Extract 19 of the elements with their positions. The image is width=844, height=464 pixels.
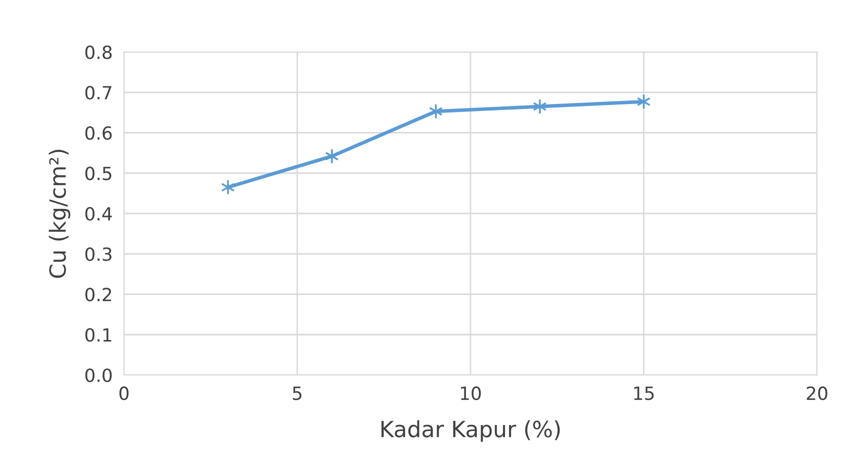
y-tick-label: 0.3 (85, 247, 112, 261)
x-tick-label: 5 (292, 386, 302, 400)
x-axis-title: Kadar Kapur (%) (381, 420, 560, 442)
y-tick-label: 0.8 (85, 45, 112, 60)
y-tick-label: 0.0 (85, 368, 112, 382)
point (324, 148, 339, 164)
x-tick-label: 15 (634, 386, 654, 400)
y-tick-label: 0.7 (85, 86, 112, 100)
x-tick-label: 20 (806, 386, 828, 400)
x-tick-label: 10 (460, 386, 481, 400)
point (221, 179, 235, 196)
y-tick-label: 0.2 (85, 288, 112, 302)
y-tick-label: 0.5 (85, 166, 112, 180)
point (428, 104, 443, 120)
y-tick-label: 0.1 (85, 328, 112, 342)
x-tick-label: 0 (119, 386, 129, 400)
y-tick-label: 0.6 (85, 126, 112, 140)
y-tick-label: 0.4 (85, 206, 112, 221)
y-axis-title: Cu (kg/cm²) (48, 150, 70, 278)
